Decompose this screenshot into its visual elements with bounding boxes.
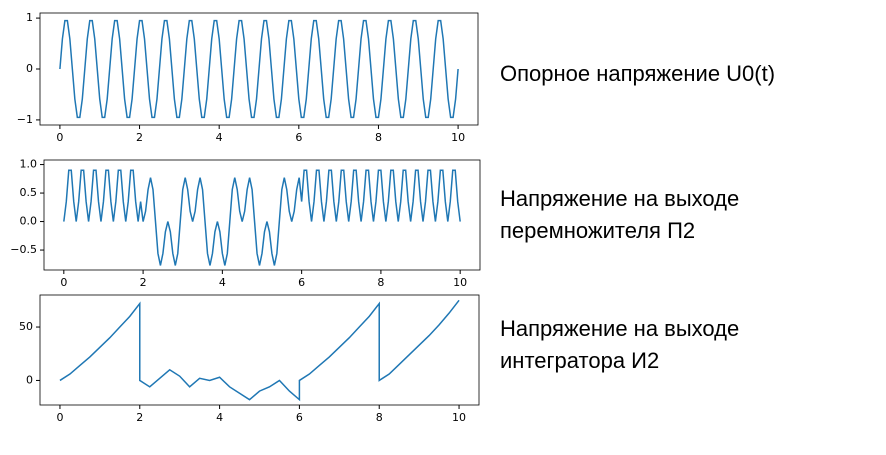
signal-line [63,169,461,266]
x-tick-label: 10 [453,276,467,289]
x-tick-label: 0 [60,276,67,289]
signal-line [59,19,459,119]
axes-frame [43,159,481,271]
y-tick-label: 0 [26,62,33,75]
x-tick-label: 4 [219,276,226,289]
x-tick-label: 2 [136,131,143,144]
annotation: интегратора И2 [500,348,659,373]
x-tick-label: 0 [56,131,63,144]
y-tick-label: 0.0 [20,215,38,228]
x-tick-label: 2 [140,276,147,289]
annotation: Опорное напряжение U0(t) [500,61,775,86]
x-tick-label: 8 [376,411,383,424]
x-tick-label: 0 [56,411,63,424]
y-tick-label: −0.5 [10,243,37,256]
y-tick-label: 1 [26,11,33,24]
x-tick-label: 4 [216,131,223,144]
y-tick-label: −1 [17,113,33,126]
signal-line [59,299,460,402]
y-tick-label: 50 [19,320,33,333]
x-tick-label: 10 [451,131,465,144]
annotation: Напряжение на выходе [500,186,739,211]
x-tick-label: 6 [296,411,303,424]
x-tick-label: 4 [216,411,223,424]
y-tick-label: 0 [26,373,33,386]
x-tick-label: 6 [298,276,305,289]
y-tick-label: 0.5 [20,186,38,199]
x-tick-label: 8 [375,131,382,144]
x-tick-label: 10 [452,411,466,424]
x-tick-label: 6 [295,131,302,144]
annotation: Напряжение на выходе [500,316,739,341]
x-tick-label: 2 [136,411,143,424]
annotation: перемножителя П2 [500,218,695,243]
axes-frame [39,294,480,406]
x-tick-label: 8 [377,276,384,289]
axes-frame [39,12,479,126]
y-tick-label: 1.0 [20,158,38,171]
